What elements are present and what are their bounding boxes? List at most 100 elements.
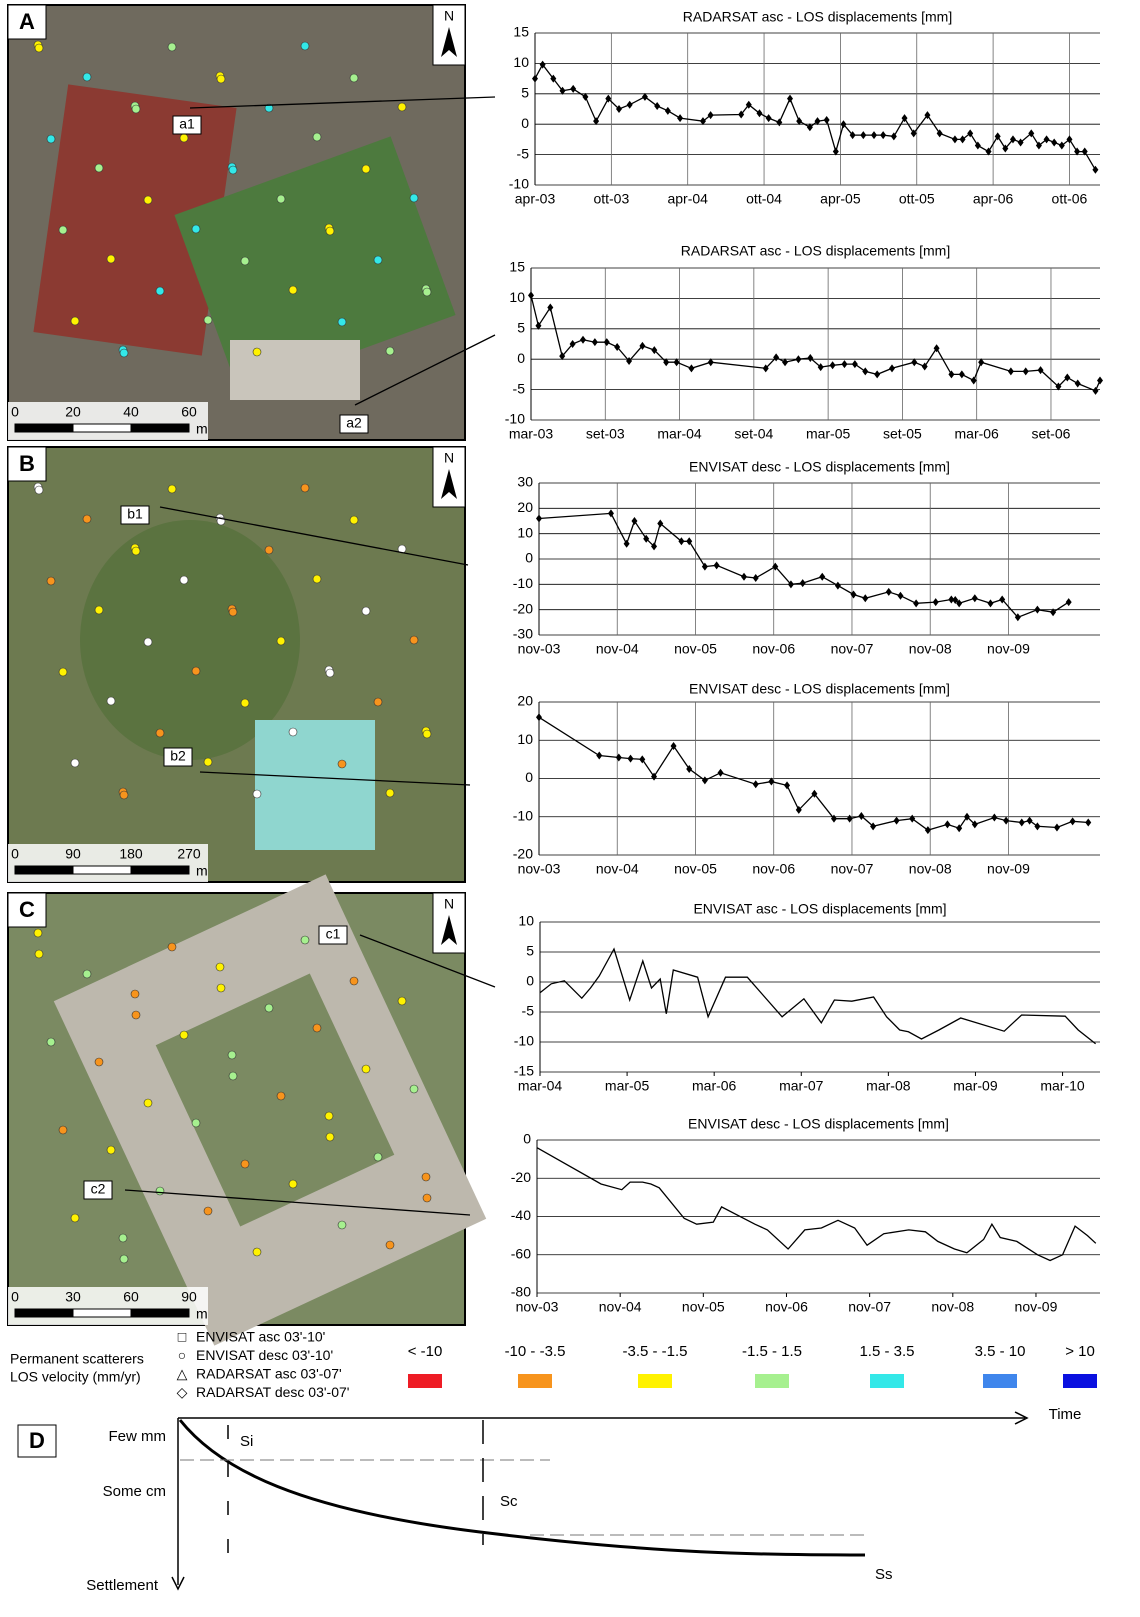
scatterer (33, 928, 43, 938)
y-tick-label: 5 (526, 943, 534, 959)
x-tick-label: mar-04 (518, 1078, 563, 1094)
data-point (909, 814, 916, 823)
scatterer (167, 484, 177, 494)
data-point (823, 115, 830, 124)
data-point (717, 768, 724, 777)
x-tick-label: nov-06 (752, 861, 795, 877)
data-point (811, 789, 818, 798)
connector (199, 771, 471, 786)
data-point (956, 824, 963, 833)
data-point (686, 764, 693, 773)
data-point (627, 754, 634, 763)
scatterer (264, 545, 274, 555)
x-tick-label: apr-03 (515, 191, 556, 207)
x-tick-label: mar-05 (806, 426, 851, 442)
scatterer (373, 255, 383, 265)
panel-letter: C (19, 897, 35, 922)
scale-label: 270 (177, 846, 201, 862)
data-point (641, 92, 648, 101)
data-point (913, 599, 920, 608)
data-point (985, 147, 992, 156)
data-point (956, 599, 963, 608)
point-label: a2 (346, 415, 362, 431)
scatterer (409, 635, 419, 645)
y-tick-label: -15 (514, 1063, 534, 1079)
data-point (958, 370, 965, 379)
data-point (631, 517, 638, 525)
arrow (1014, 1411, 1029, 1425)
data-point (738, 110, 745, 119)
x-tick-label: set-03 (586, 426, 625, 442)
data-point (752, 780, 759, 789)
x-tick-label: apr-06 (973, 191, 1014, 207)
legend-swatch (518, 1374, 552, 1388)
y-tick-label: -20 (511, 1169, 531, 1185)
scatterer (179, 575, 189, 585)
legend-symbol: ○ (178, 1347, 186, 1363)
scatterer (228, 1071, 238, 1081)
data-point (1002, 144, 1009, 153)
charts: RADARSAT asc - LOS displacements [mm] -10… (505, 9, 1103, 1315)
data-point (701, 562, 708, 571)
y-tick-label: -40 (511, 1207, 531, 1223)
data-point (643, 534, 650, 543)
data-point (1034, 822, 1041, 831)
x-tick-label: nov-09 (1015, 1299, 1058, 1315)
x-tick-label: set-06 (1032, 426, 1071, 442)
y-tick-label: 10 (518, 913, 534, 929)
data-point (1035, 141, 1042, 150)
scatterer (349, 976, 359, 986)
data-point (841, 360, 848, 369)
data-point (974, 141, 981, 150)
scatterer (361, 606, 371, 616)
x-tick-label: mar-10 (1040, 1078, 1085, 1094)
scatterer (70, 758, 80, 768)
scatterer (361, 164, 371, 174)
data-point (607, 509, 614, 518)
data-point (1028, 129, 1035, 138)
y-tick-label: -30 (513, 626, 533, 642)
data-point (860, 131, 867, 140)
y-tick-label: 0 (525, 769, 533, 785)
x-tick-label: nov-08 (931, 1299, 974, 1315)
data-point (639, 341, 646, 350)
point-label-box (172, 115, 202, 135)
north-label: N (444, 450, 454, 466)
x-tick-label: mar-07 (779, 1078, 824, 1094)
scale-label: 90 (181, 1289, 197, 1305)
data-point (664, 106, 671, 115)
scale-label: 40 (123, 404, 139, 420)
scatterer (324, 1111, 334, 1121)
x-tick-label: mar-06 (692, 1078, 737, 1094)
data-point (924, 111, 931, 120)
scatterer (82, 72, 92, 82)
phase-label: Si (240, 1433, 253, 1450)
scale-unit: m (196, 421, 208, 437)
scatterer (300, 483, 310, 493)
data-point (591, 338, 598, 347)
data-point (951, 135, 958, 144)
data-point (880, 131, 887, 140)
x-tick-label: ott-06 (1052, 191, 1088, 207)
y-tick-label: -20 (513, 846, 533, 862)
legend-swatch (1063, 1374, 1097, 1388)
data-point (677, 114, 684, 123)
x-tick-label: ott-03 (593, 191, 629, 207)
data-point (959, 135, 966, 144)
data-point (1064, 373, 1071, 382)
scatterer (422, 287, 432, 297)
data-point (796, 117, 803, 126)
scale-label: 60 (123, 1289, 139, 1305)
point-label: b1 (127, 506, 143, 522)
x-tick-label: mar-03 (509, 426, 554, 442)
scatterer (227, 1050, 237, 1060)
garden (174, 136, 456, 394)
data-point (849, 131, 856, 140)
panel-letter: A (19, 9, 35, 34)
data-point (814, 117, 821, 126)
data-point (623, 539, 630, 548)
data-point (829, 361, 836, 370)
scatterer (46, 576, 56, 586)
y-tick-label: -20 (513, 600, 533, 616)
